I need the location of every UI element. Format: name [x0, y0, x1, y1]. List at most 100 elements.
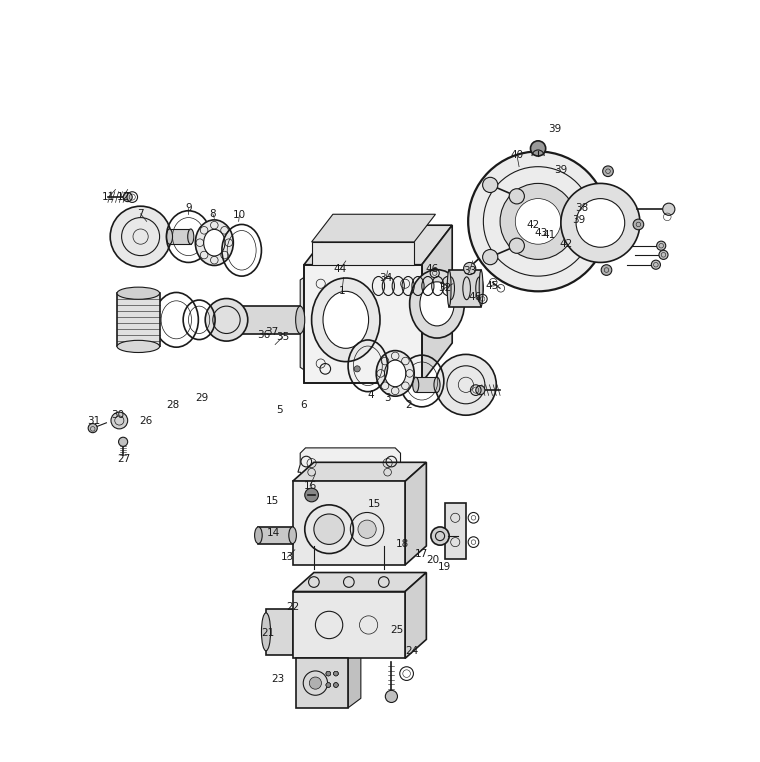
Text: 19: 19 [438, 562, 451, 572]
Bar [416, 377, 437, 392]
Bar [296, 658, 348, 708]
Circle shape [657, 241, 666, 250]
Circle shape [464, 262, 476, 274]
Circle shape [659, 250, 668, 259]
Polygon shape [304, 226, 452, 264]
Text: 12: 12 [116, 192, 130, 202]
Circle shape [601, 264, 612, 275]
Text: 28: 28 [166, 400, 180, 410]
Bar [169, 229, 191, 244]
Bar [304, 264, 422, 383]
Text: 8: 8 [210, 209, 216, 219]
Ellipse shape [261, 613, 271, 651]
Bar [117, 293, 160, 347]
Text: 7: 7 [138, 209, 144, 219]
Bar [228, 306, 300, 334]
Bar [293, 591, 405, 658]
Circle shape [326, 683, 331, 687]
Text: 33: 33 [463, 266, 477, 276]
Text: 42: 42 [559, 239, 573, 249]
Ellipse shape [434, 377, 440, 392]
Polygon shape [266, 609, 293, 655]
Text: 24: 24 [405, 646, 419, 656]
Text: 39: 39 [548, 123, 562, 133]
Text: 39: 39 [554, 165, 568, 174]
Ellipse shape [323, 291, 369, 348]
Text: 4: 4 [368, 389, 374, 400]
Ellipse shape [289, 527, 296, 543]
Text: 30: 30 [111, 410, 125, 420]
Circle shape [633, 219, 644, 230]
Text: 26: 26 [139, 415, 153, 425]
Bar [293, 482, 405, 565]
Circle shape [326, 683, 331, 687]
Circle shape [334, 671, 338, 676]
Ellipse shape [117, 341, 160, 353]
Text: 15: 15 [368, 499, 382, 509]
Text: 46: 46 [425, 264, 439, 274]
Text: 22: 22 [286, 603, 299, 613]
Circle shape [396, 366, 402, 372]
Ellipse shape [195, 220, 233, 265]
Polygon shape [570, 194, 631, 248]
Text: 42: 42 [527, 220, 540, 230]
Circle shape [468, 152, 608, 291]
Circle shape [205, 299, 248, 341]
Ellipse shape [223, 306, 233, 334]
Circle shape [326, 671, 331, 676]
Ellipse shape [385, 360, 406, 386]
Circle shape [314, 514, 344, 544]
Circle shape [334, 683, 338, 687]
Text: 10: 10 [233, 210, 246, 220]
Ellipse shape [420, 282, 454, 326]
Polygon shape [405, 463, 426, 565]
Circle shape [483, 178, 498, 193]
Circle shape [334, 671, 338, 676]
Text: 6: 6 [301, 400, 307, 410]
Circle shape [326, 671, 331, 676]
Text: 46: 46 [468, 293, 482, 303]
Text: 14: 14 [267, 528, 280, 538]
Text: 31: 31 [87, 415, 100, 425]
Circle shape [326, 671, 331, 676]
Circle shape [334, 683, 338, 687]
Text: 17: 17 [415, 549, 429, 559]
Circle shape [476, 386, 485, 395]
Text: 16: 16 [303, 481, 317, 491]
Circle shape [123, 193, 132, 202]
Text: 25: 25 [390, 626, 404, 636]
Circle shape [431, 527, 449, 545]
Circle shape [483, 249, 498, 264]
Text: 23: 23 [271, 674, 284, 684]
Ellipse shape [376, 351, 414, 396]
Circle shape [334, 683, 338, 687]
Text: 13: 13 [280, 552, 294, 562]
Circle shape [309, 677, 321, 689]
Bar [312, 242, 414, 264]
Bar [449, 270, 481, 306]
Text: 11: 11 [102, 192, 116, 202]
Text: 34: 34 [379, 274, 393, 283]
Text: 41: 41 [542, 230, 556, 240]
Circle shape [334, 671, 338, 676]
Text: 45: 45 [486, 281, 499, 291]
Text: 20: 20 [426, 555, 440, 565]
Circle shape [354, 366, 360, 372]
Polygon shape [312, 214, 435, 242]
Circle shape [500, 184, 576, 259]
Circle shape [651, 260, 660, 269]
Circle shape [561, 184, 640, 262]
Circle shape [334, 671, 338, 676]
Circle shape [509, 189, 524, 204]
Circle shape [435, 354, 496, 415]
Text: 32: 32 [438, 283, 451, 293]
Polygon shape [445, 503, 466, 559]
Text: 43: 43 [534, 228, 548, 238]
Circle shape [603, 166, 613, 177]
Polygon shape [298, 448, 401, 479]
Circle shape [326, 683, 331, 687]
Ellipse shape [479, 270, 483, 306]
Circle shape [385, 690, 397, 703]
Text: 37: 37 [264, 327, 278, 337]
Bar [258, 527, 293, 543]
